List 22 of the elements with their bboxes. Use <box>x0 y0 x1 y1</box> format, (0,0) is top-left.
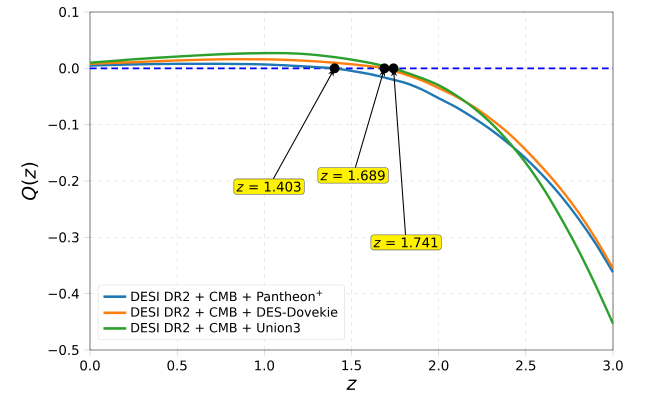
y-tick-label: −0.4 <box>48 288 79 299</box>
x-tick-label: 3.0 <box>603 360 623 370</box>
legend-label: DESI DR2 + CMB + Union3 <box>131 322 300 332</box>
y-tick-label: −0.2 <box>48 176 78 186</box>
x-tick-label: 1.5 <box>342 360 361 370</box>
y-tick-label: −0.1 <box>48 120 78 130</box>
y-tick-label: 0.1 <box>59 6 78 18</box>
annotation: z = 1.403 <box>236 182 300 192</box>
x-tick-label: 2.0 <box>429 360 448 370</box>
x-tick-label: 0.5 <box>167 360 187 370</box>
y-tick-label: −0.3 <box>48 232 79 242</box>
x-axis-title: z <box>346 380 357 390</box>
x-tick-label: 2.5 <box>516 360 536 370</box>
x-tick-label: 0.0 <box>80 360 100 370</box>
annotation: z = 1.689 <box>320 170 385 180</box>
y-tick-label: −0.5 <box>48 344 78 356</box>
legend-label: DESI DR2 + CMB + Pantheon$^{+}$ <box>131 290 322 302</box>
annotation: z = 1.741 <box>373 238 438 248</box>
x-tick-label: 1.0 <box>255 360 274 370</box>
legend-label: DESI DR2 + CMB + DES-Dovekie <box>131 307 338 317</box>
y-tick-label: 0.0 <box>59 63 79 74</box>
y-axis-title: Q(z) <box>21 162 38 200</box>
